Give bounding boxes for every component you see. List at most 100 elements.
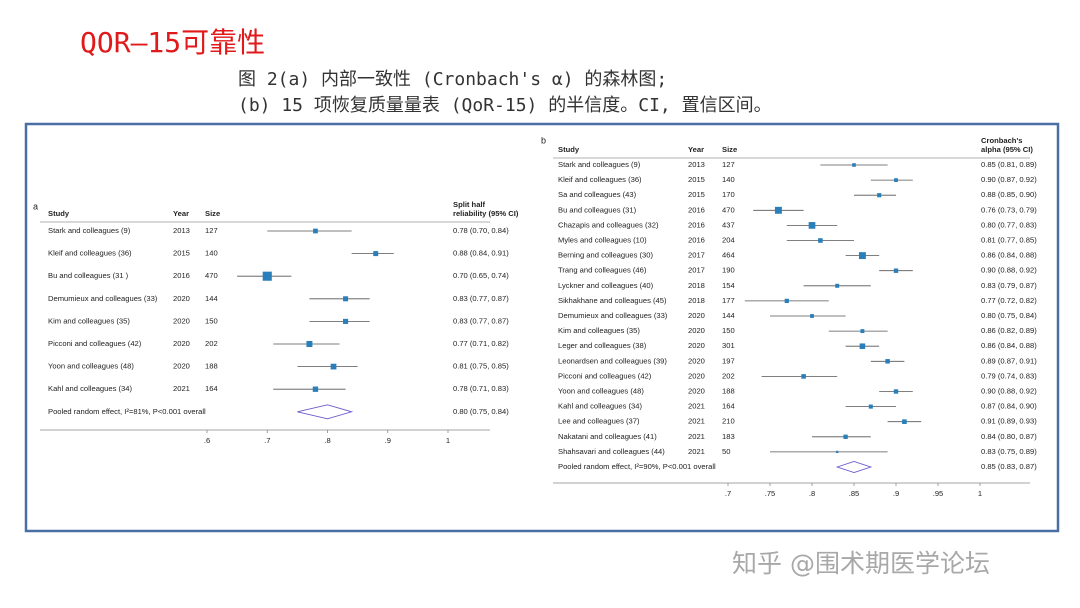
study-size: 190 [722,266,735,275]
estimate-box [313,228,318,234]
column-header: Study [48,209,70,218]
estimate-label: 0.86 (0.84, 0.88) [981,341,1037,350]
study-name: Kleif and colleagues (36) [558,175,642,184]
study-size: 470 [722,205,735,214]
x-tick-label: 1 [978,489,982,498]
estimate-box [808,222,816,229]
study-year: 2017 [688,251,705,260]
study-size: 150 [722,326,735,335]
estimate-label: 0.80 (0.77, 0.83) [981,220,1037,229]
estimate-label: 0.91 (0.89, 0.93) [981,417,1037,426]
study-year: 2017 [688,266,705,275]
study-year: 2015 [688,175,705,184]
study-year: 2021 [688,432,705,441]
study-year: 2015 [688,190,705,199]
study-name: Lee and colleagues (37) [558,417,640,426]
study-size: 127 [205,226,218,235]
x-tick-label: .85 [849,489,860,498]
estimate-box [893,389,899,394]
estimate-label: 0.79 (0.74, 0.83) [981,371,1037,380]
estimate-label: 0.70 (0.65, 0.74) [453,271,509,280]
estimate-label: 0.89 (0.87, 0.91) [981,356,1037,365]
estimate-label: 0.90 (0.88, 0.92) [981,266,1037,275]
pooled-diamond [297,404,354,420]
estimate-box [836,450,839,454]
study-size: 144 [722,311,735,320]
estimate-box [306,341,313,347]
estimate-box [852,163,856,167]
estimate-label: 0.90 (0.87, 0.92) [981,175,1037,184]
panel-letter: a [33,201,38,211]
column-header: Study [558,145,580,154]
study-name: Kleif and colleagues (36) [48,249,132,258]
estimate-box [330,363,337,370]
column-header: reliability (95% CI) [453,209,519,218]
study-name: Kim and colleagues (35) [48,316,130,325]
study-year: 2020 [173,316,190,325]
x-tick-label: .95 [933,489,944,498]
study-year: 2020 [173,362,190,371]
study-year: 2021 [688,402,705,411]
column-header: Size [722,145,737,154]
study-name: Stark and colleagues (9) [48,226,131,235]
study-size: 170 [722,190,735,199]
estimate-box [774,206,782,214]
column-header: Year [173,209,189,218]
study-name: Chazapis and colleagues (32) [558,220,659,229]
x-tick-label: .7 [725,489,731,498]
study-year: 2020 [173,339,190,348]
estimate-box [801,374,806,379]
estimate-box [893,268,899,273]
estimate-label: 0.90 (0.88, 0.92) [981,387,1037,396]
study-size: 150 [205,316,218,325]
study-year: 2021 [688,417,705,426]
estimate-box [894,178,898,182]
study-size: 154 [722,281,735,290]
slide-title: QOR—15可靠性 [80,26,265,59]
pooled-label: Pooled random effect, I²=90%, P<0.001 ov… [558,462,716,471]
study-size: 202 [205,339,218,348]
study-size: 144 [205,294,218,303]
study-year: 2020 [688,326,705,335]
estimate-box [262,271,272,281]
figure-frame [24,122,1060,533]
study-year: 2020 [173,294,190,303]
estimate-box [343,296,349,302]
watermark: 知乎 @围术期医学论坛 [732,549,990,578]
study-name: Yoon and colleagues (48) [558,387,644,396]
study-name: Leger and colleagues (38) [558,341,647,350]
estimate-label: 0.83 (0.77, 0.87) [453,294,509,303]
estimate-label: 0.86 (0.82, 0.89) [981,326,1037,335]
estimate-box [877,193,882,198]
x-tick-label: .7 [264,436,270,445]
study-year: 2020 [688,311,705,320]
estimate-box [373,251,379,257]
study-size: 164 [722,402,735,411]
x-tick-label: .9 [893,489,899,498]
estimate-box [784,298,789,304]
study-size: 470 [205,271,218,280]
estimate-box [843,434,848,439]
estimate-label: 0.77 (0.72, 0.82) [981,296,1037,305]
caption-line: (b) 15 项恢复质量量表 (QoR-15) 的半信度。CI, 置信区间。 [238,95,772,116]
estimate-box [818,238,823,243]
estimate-box [868,404,873,409]
x-tick-label: .8 [324,436,330,445]
study-name: Lyckner and colleagues (40) [558,281,654,290]
estimate-label: 0.76 (0.73, 0.79) [981,205,1037,214]
estimate-label: 0.81 (0.77, 0.85) [981,236,1037,245]
study-year: 2013 [173,226,190,235]
study-name: Berning and colleagues (30) [558,251,653,260]
study-size: 188 [205,362,218,371]
study-year: 2021 [173,384,190,393]
study-size: 197 [722,356,735,365]
study-name: Leonardsen and colleagues (39) [558,356,667,365]
estimate-box [312,386,319,392]
study-year: 2016 [688,220,705,229]
pooled-diamond [835,461,873,473]
study-size: 183 [722,432,735,441]
study-name: Shahsavari and colleagues (44) [558,447,665,456]
study-size: 204 [722,236,735,245]
study-name: Demumieux and colleagues (33) [558,311,668,320]
study-year: 2020 [688,387,705,396]
